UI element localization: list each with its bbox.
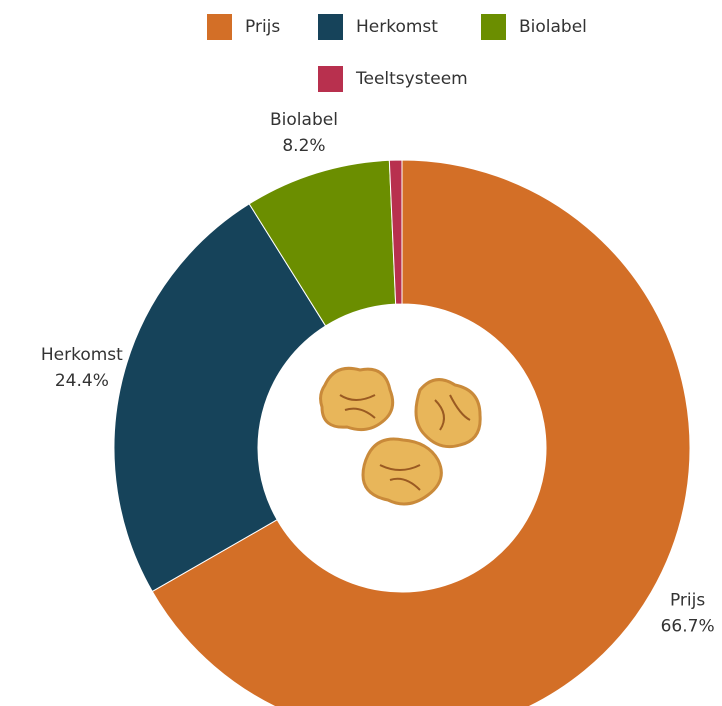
legend-swatch <box>207 14 232 40</box>
legend-label: Herkomst <box>356 17 438 37</box>
legend-label: Prijs <box>245 17 280 37</box>
slice-label: Biolabel <box>270 110 338 130</box>
slice <box>113 203 327 593</box>
legend-label: Teeltsysteem <box>355 69 468 89</box>
walnut-icon <box>319 366 482 506</box>
legend-swatch <box>318 66 343 92</box>
legend-swatch <box>481 14 506 40</box>
slice <box>151 159 691 706</box>
slice-value-label: 8.2% <box>282 136 325 156</box>
legend-swatch <box>318 14 343 40</box>
slice-label: Herkomst <box>41 345 123 365</box>
donut <box>113 159 691 706</box>
slice-label: Prijs <box>670 590 705 610</box>
slice-value-label: 66.7% <box>661 616 715 636</box>
slice <box>388 159 403 305</box>
slice-value-label: 24.4% <box>55 371 109 391</box>
legend-label: Biolabel <box>519 17 587 37</box>
